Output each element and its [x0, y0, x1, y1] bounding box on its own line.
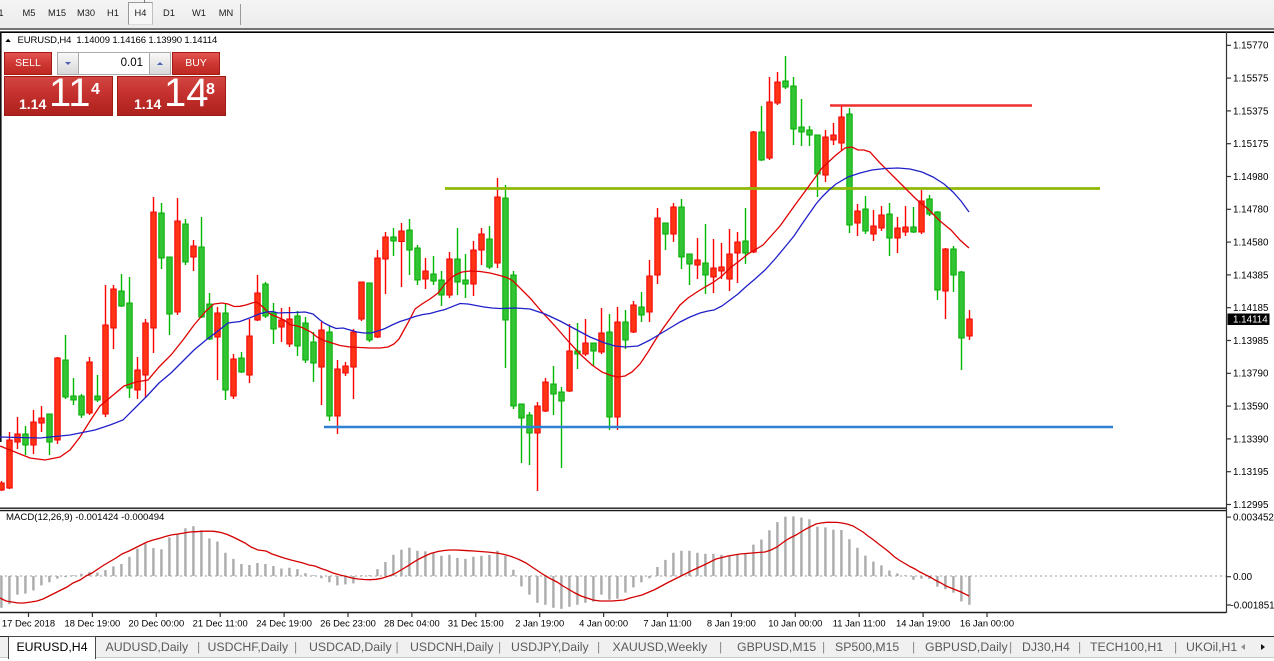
svg-text:1.13985: 1.13985 [1233, 336, 1269, 347]
svg-text:MACD(12,26,9) -0.001424 -0.000: MACD(12,26,9) -0.001424 -0.000494 [6, 512, 165, 523]
svg-text:17 Dec 2018: 17 Dec 2018 [2, 618, 55, 629]
svg-text:16 Jan 00:00: 16 Jan 00:00 [960, 618, 1014, 629]
svg-text:8 Jan 19:00: 8 Jan 19:00 [707, 618, 756, 629]
svg-text:14 Jan 19:00: 14 Jan 19:00 [896, 618, 950, 629]
svg-text:1.14780: 1.14780 [1233, 205, 1269, 216]
svg-text:1.14185: 1.14185 [1233, 303, 1269, 314]
svg-text:EURUSD,H4 1.14009 1.14166 1.1: EURUSD,H4 1.14009 1.14166 1.13990 1.1411… [18, 35, 218, 46]
svg-text:1.13390: 1.13390 [1233, 434, 1269, 445]
svg-text:1.14114: 1.14114 [1233, 315, 1268, 326]
svg-text:-0.001851: -0.001851 [1231, 600, 1274, 611]
svg-text:1.15770: 1.15770 [1233, 41, 1269, 52]
svg-text:18 Dec 19:00: 18 Dec 19:00 [65, 618, 121, 629]
svg-text:4 Jan 00:00: 4 Jan 00:00 [579, 618, 628, 629]
svg-text:1.13195: 1.13195 [1233, 467, 1269, 478]
svg-text:0.00: 0.00 [1233, 572, 1253, 583]
svg-text:26 Dec 23:00: 26 Dec 23:00 [320, 618, 376, 629]
svg-text:1.13790: 1.13790 [1233, 369, 1269, 380]
svg-text:1.15375: 1.15375 [1233, 106, 1269, 117]
svg-text:1.14580: 1.14580 [1233, 238, 1269, 249]
svg-text:1.15175: 1.15175 [1233, 139, 1269, 150]
svg-text:20 Dec 00:00: 20 Dec 00:00 [128, 618, 184, 629]
svg-text:2 Jan 19:00: 2 Jan 19:00 [515, 618, 564, 629]
svg-text:31 Dec 15:00: 31 Dec 15:00 [448, 618, 504, 629]
svg-text:24 Dec 19:00: 24 Dec 19:00 [256, 618, 312, 629]
svg-text:1.15575: 1.15575 [1233, 74, 1269, 85]
svg-text:10 Jan 00:00: 10 Jan 00:00 [768, 618, 822, 629]
svg-text:1.14980: 1.14980 [1233, 172, 1269, 183]
svg-text:0.003452: 0.003452 [1233, 513, 1274, 524]
svg-text:1.13590: 1.13590 [1233, 402, 1269, 413]
svg-text:11 Jan 11:00: 11 Jan 11:00 [833, 618, 886, 629]
svg-text:1.12995: 1.12995 [1233, 500, 1269, 511]
svg-text:28 Dec 04:00: 28 Dec 04:00 [384, 618, 440, 629]
svg-text:21 Dec 11:00: 21 Dec 11:00 [193, 618, 248, 629]
svg-text:7 Jan 11:00: 7 Jan 11:00 [643, 618, 691, 629]
svg-text:1.14385: 1.14385 [1233, 270, 1269, 281]
